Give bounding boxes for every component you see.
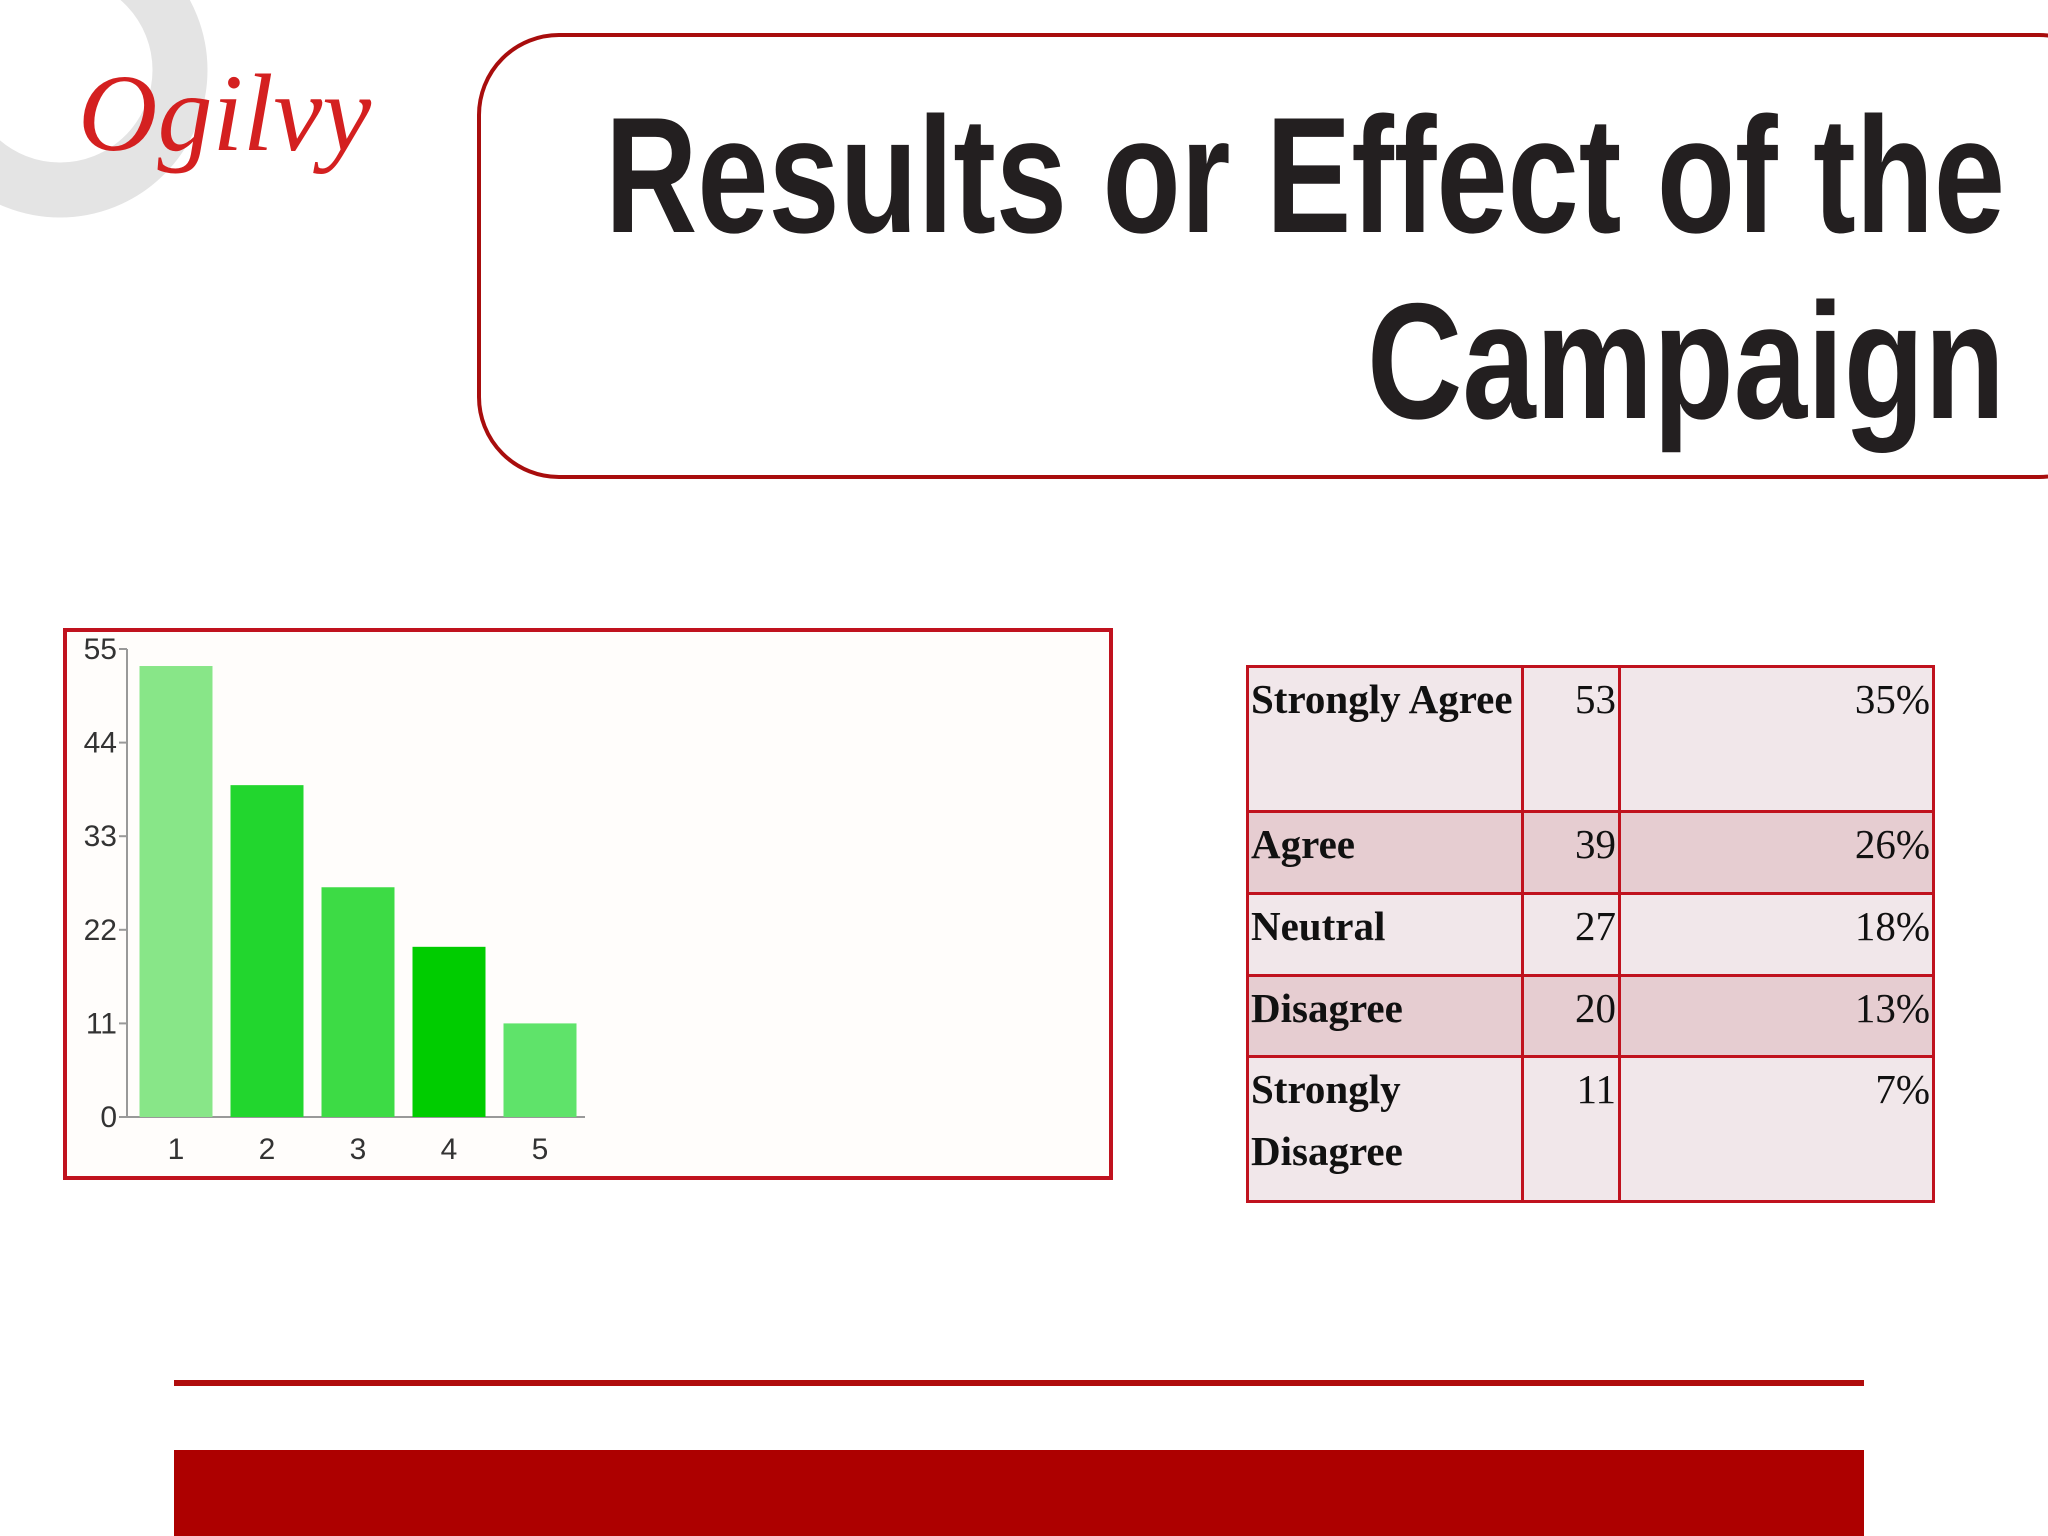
y-tick-label: 22	[84, 914, 117, 947]
table-cell: 26%	[1618, 810, 1935, 895]
table-cell: 7%	[1618, 1055, 1935, 1203]
table-row: Neutral 27 18%	[1246, 892, 1935, 977]
title-box	[477, 33, 2048, 479]
x-tick-label: 4	[441, 1133, 458, 1166]
table-row: Agree 39 26%	[1246, 810, 1935, 895]
table-cell: 13%	[1618, 974, 1935, 1058]
table-cell: 35%	[1618, 665, 1935, 813]
bar	[503, 1023, 577, 1117]
y-tick-label: 44	[84, 727, 117, 760]
y-tick-label: 33	[84, 820, 117, 853]
table-cell: 53	[1521, 665, 1621, 813]
table-row: Disagree 20 13%	[1246, 974, 1935, 1058]
y-tick-label: 0	[100, 1101, 117, 1134]
x-tick-label: 2	[259, 1133, 276, 1166]
x-tick-label: 1	[168, 1133, 185, 1166]
bar	[230, 785, 304, 1117]
chart-frame	[63, 628, 1113, 1180]
y-tick-label: 55	[84, 633, 117, 666]
bar	[412, 946, 486, 1117]
table-cell: Disagree	[1246, 974, 1524, 1058]
table-row: Strongly Agree 53 35%	[1246, 665, 1935, 813]
title-line: Campaign	[1367, 269, 2005, 453]
bar	[321, 887, 395, 1117]
table-cell: Strongly Disagree	[1246, 1055, 1524, 1203]
table-cell: 27	[1521, 892, 1621, 977]
table-cell: 11	[1521, 1055, 1621, 1203]
footer-bar	[174, 1450, 1864, 1536]
table-cell: Agree	[1246, 810, 1524, 895]
x-tick-label: 3	[350, 1133, 367, 1166]
table-cell: Neutral	[1246, 892, 1524, 977]
y-tick-label: 11	[86, 1007, 117, 1040]
table-row: Strongly Disagree 11 7%	[1246, 1055, 1935, 1203]
title-line: Results or Effect of the	[605, 83, 2005, 267]
table-cell: 20	[1521, 974, 1621, 1058]
table-cell: 18%	[1618, 892, 1935, 977]
logo-ring	[0, 0, 208, 218]
table-cell: Strongly Agree	[1246, 665, 1524, 813]
results-table: Strongly Agree 53 35% Agree 39 26% Neutral 27 18…	[1246, 665, 1935, 1203]
table-cell: 39	[1521, 810, 1621, 895]
x-tick-label: 5	[532, 1133, 549, 1166]
bar	[139, 666, 213, 1117]
logo: Ogilvy	[78, 52, 371, 174]
